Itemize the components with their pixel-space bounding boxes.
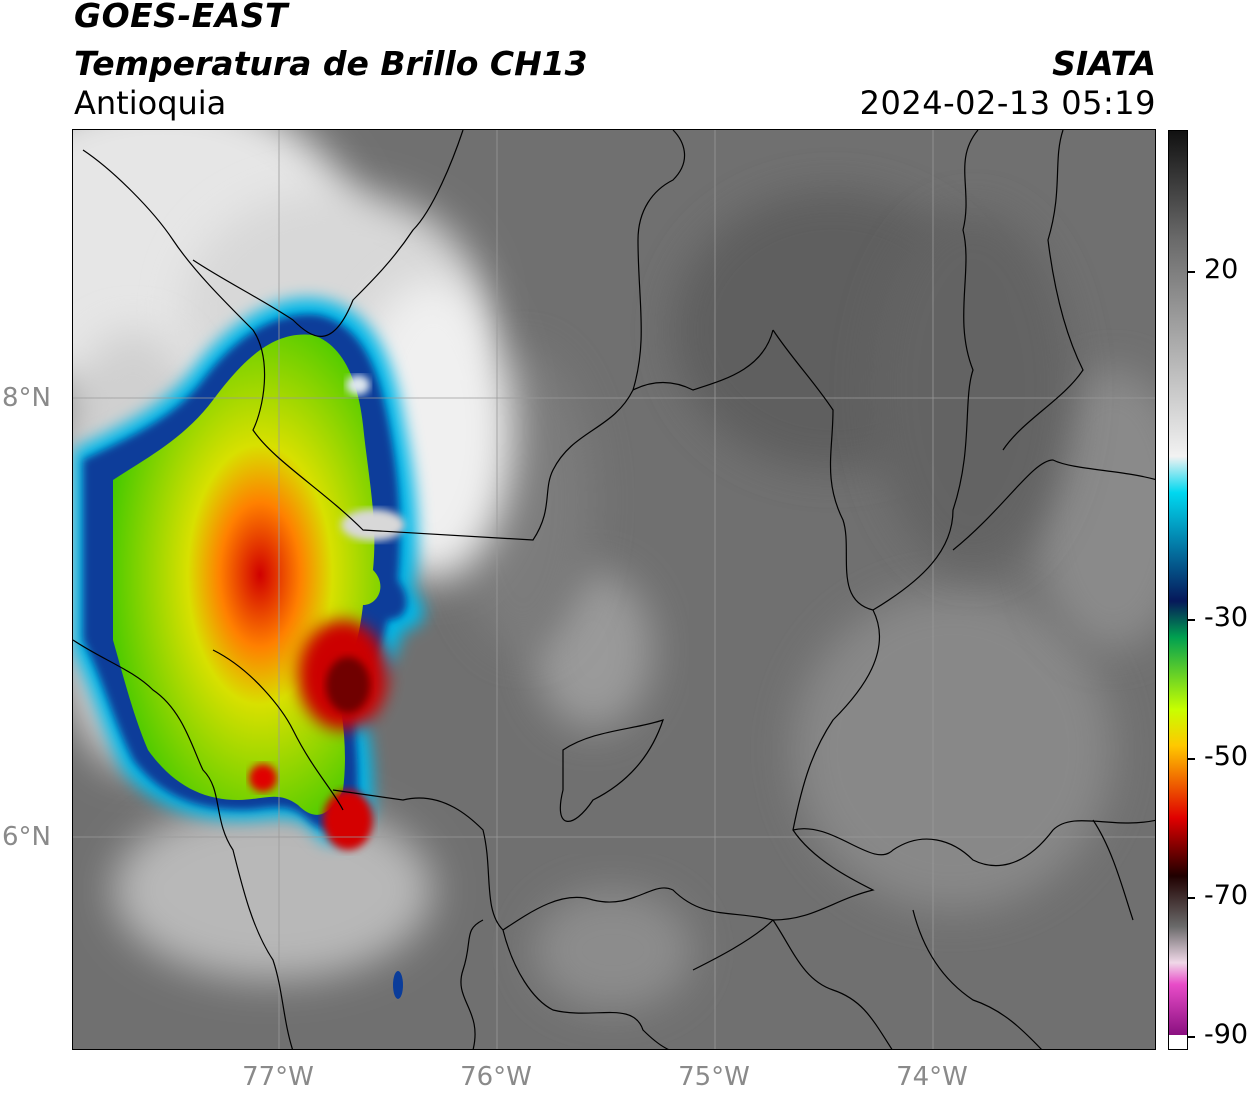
organization-label: SIATA xyxy=(1052,44,1156,83)
lon-label-77w: 77°W xyxy=(242,1062,314,1092)
colorbar-gradient xyxy=(1169,131,1187,1035)
product-subtitle: Temperatura de Brillo CH13 xyxy=(74,44,588,83)
gridlines xyxy=(73,130,1155,1049)
boundaries xyxy=(73,130,1155,1049)
colorbar-tick xyxy=(1188,1036,1195,1038)
datetime-label: 2024-02-13 05:19 xyxy=(859,84,1156,122)
map-svg xyxy=(73,130,1155,1049)
region-label: Antioquia xyxy=(74,84,227,122)
colorbar-fill xyxy=(1169,131,1187,1035)
colorbar-label-minus90: -90 xyxy=(1204,1019,1249,1050)
colorbar-tick xyxy=(1188,758,1195,760)
colorbar-label-minus70: -70 xyxy=(1204,880,1249,911)
cloud-texture xyxy=(73,130,1155,1010)
satellite-map[interactable] xyxy=(72,129,1156,1050)
colorbar-tick xyxy=(1188,271,1195,273)
storm-system xyxy=(73,298,424,999)
colorbar-tick xyxy=(1188,619,1195,621)
colorbar-label-20: 20 xyxy=(1204,254,1239,285)
lat-label-6n: 6°N xyxy=(2,822,51,852)
product-title: GOES-EAST xyxy=(74,0,289,35)
lon-label-74w: 74°W xyxy=(896,1062,968,1092)
colorbar-label-minus50: -50 xyxy=(1204,741,1249,772)
colorbar-label-minus30: -30 xyxy=(1204,602,1249,633)
colorbar xyxy=(1168,130,1188,1050)
lon-label-75w: 75°W xyxy=(678,1062,750,1092)
lat-label-8n: 8°N xyxy=(2,383,51,413)
lon-label-76w: 76°W xyxy=(460,1062,532,1092)
colorbar-tick xyxy=(1188,897,1195,899)
